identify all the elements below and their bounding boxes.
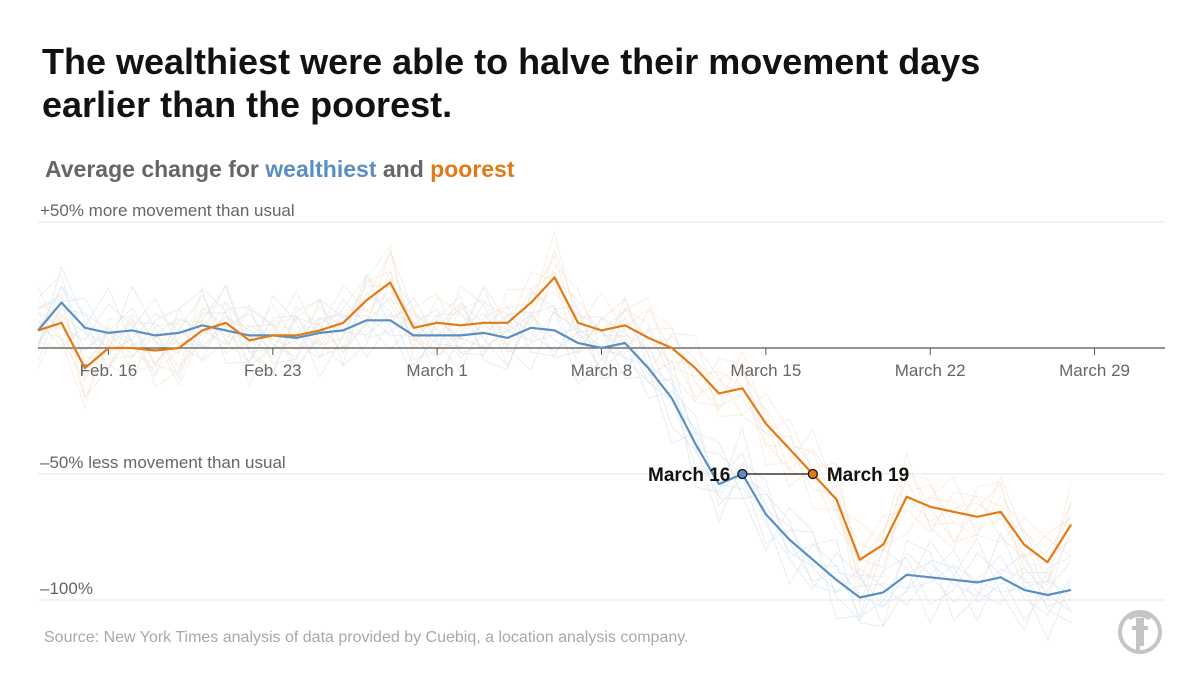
background-line bbox=[37, 273, 1072, 642]
x-tick-label: March 22 bbox=[895, 361, 966, 380]
chart-gridlines: +50% more movement than usual –50% less m… bbox=[38, 201, 1165, 601]
nyt-logo-icon bbox=[1118, 610, 1162, 654]
background-line bbox=[37, 271, 1072, 565]
annotation-dot-wealthiest bbox=[737, 468, 748, 480]
annotation-label: March 16 bbox=[648, 465, 730, 486]
x-tick-label: March 8 bbox=[571, 361, 632, 380]
background-line bbox=[37, 292, 1072, 622]
background-line bbox=[37, 271, 1072, 559]
subtitle-prefix: Average change for bbox=[45, 156, 266, 182]
x-tick-label: March 1 bbox=[406, 361, 467, 380]
annotation-dot-poorest bbox=[807, 468, 818, 480]
subtitle-middle: and bbox=[376, 156, 431, 182]
y-tick-label: –50% less movement than usual bbox=[40, 453, 286, 472]
annotation-label: March 19 bbox=[827, 465, 909, 486]
chart-subtitle: Average change for wealthiest and poores… bbox=[45, 156, 515, 183]
background-line bbox=[37, 249, 1072, 602]
source-note: Source: New York Times analysis of data … bbox=[44, 629, 689, 646]
y-tick-label: –100% bbox=[40, 579, 93, 598]
x-tick-label: March 15 bbox=[730, 361, 801, 380]
background-line bbox=[37, 308, 1072, 597]
background-line bbox=[37, 265, 1072, 627]
background-lines bbox=[37, 230, 1072, 642]
headline: The wealthiest were able to halve their … bbox=[42, 41, 981, 125]
subtitle-poorest: poorest bbox=[430, 156, 515, 182]
series-line-wealthiest bbox=[37, 301, 1072, 599]
x-tick-label: Feb. 16 bbox=[80, 361, 138, 380]
y-tick-label: +50% more movement than usual bbox=[40, 201, 295, 220]
x-tick-label: Feb. 23 bbox=[244, 361, 302, 380]
background-line bbox=[37, 269, 1072, 583]
subtitle-wealthiest: wealthiest bbox=[265, 156, 377, 182]
chart-series bbox=[37, 276, 1073, 599]
background-line bbox=[37, 249, 1072, 590]
background-line bbox=[37, 291, 1072, 560]
chart-annotations: March 16 March 19 bbox=[648, 465, 909, 486]
series-line-poorest bbox=[37, 276, 1073, 564]
background-line bbox=[37, 285, 1072, 613]
background-line bbox=[37, 284, 1072, 558]
x-tick-label: March 29 bbox=[1059, 361, 1130, 380]
background-line bbox=[37, 230, 1072, 607]
